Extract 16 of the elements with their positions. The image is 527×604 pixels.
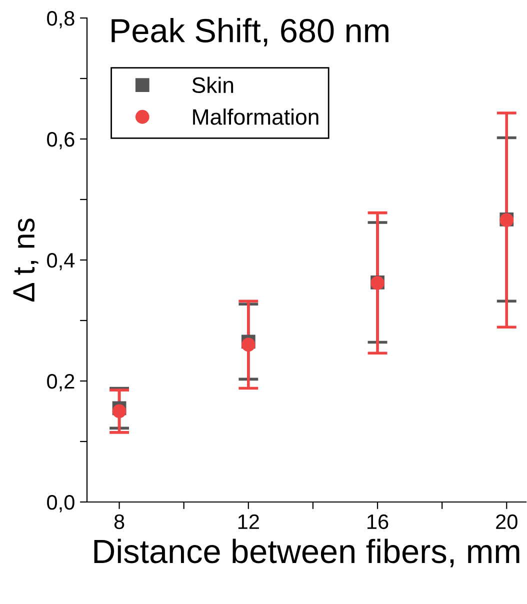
chart-title: Peak Shift, 680 nm — [112, 18, 388, 46]
point — [241, 338, 256, 352]
x-axis-title: Distance between fibers, mm — [94, 538, 520, 568]
x-tick-label: 12 — [238, 514, 259, 529]
point — [112, 404, 126, 418]
legend-label: Skin — [192, 76, 234, 94]
y-tick-label: 0,2 — [47, 374, 74, 392]
y-tick-label: 0,0 — [47, 495, 74, 512]
x-tick-label: 16 — [368, 514, 388, 530]
x-tick-label: 8 — [114, 514, 124, 530]
y-axis-title: Δ t, ns — [13, 218, 38, 302]
y-tick-label: 0,4 — [47, 253, 75, 270]
y-tick-label: 0,6 — [47, 132, 74, 150]
x-tick-label: 20 — [496, 514, 518, 530]
y-tick-label: 0,8 — [47, 11, 74, 28]
legend-label: Malformation — [193, 108, 318, 125]
